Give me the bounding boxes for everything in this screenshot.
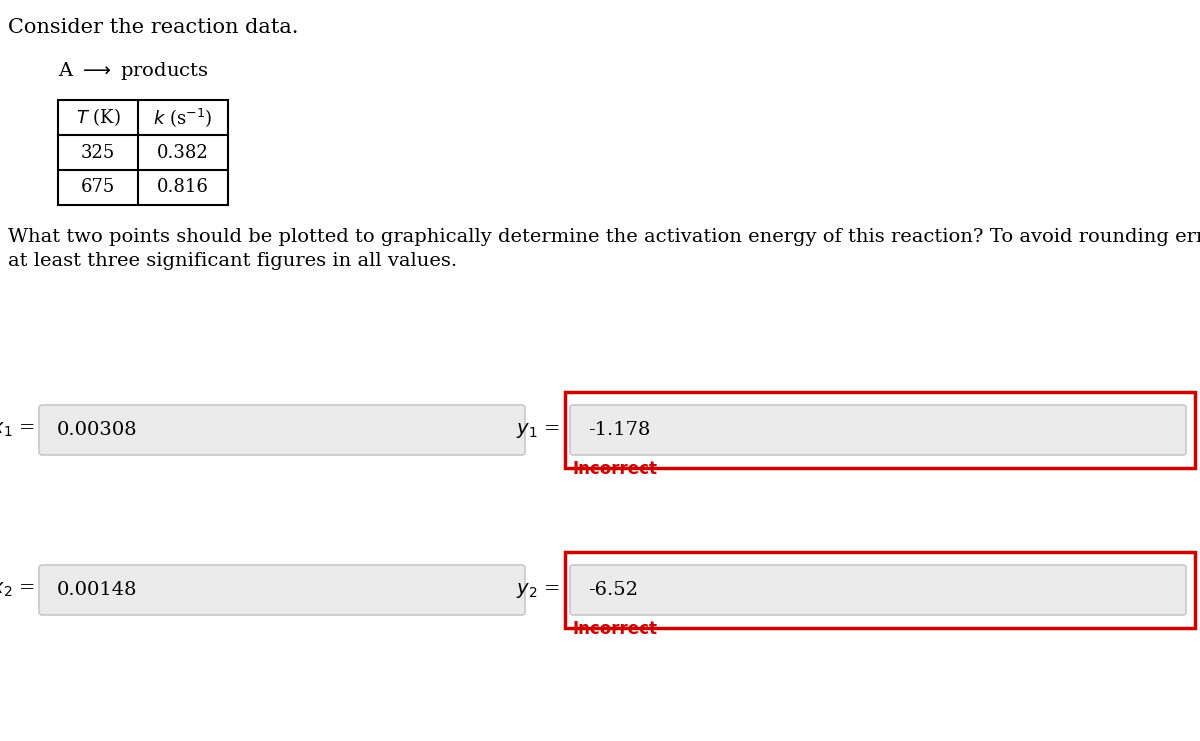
Text: $\mathit{k}$ (s$^{-1}$): $\mathit{k}$ (s$^{-1}$) — [154, 106, 212, 129]
Text: $x_1$ =: $x_1$ = — [0, 421, 35, 439]
Bar — [58, 100, 228, 205]
Bar — [565, 392, 1195, 468]
Text: A $\longrightarrow$ products: A $\longrightarrow$ products — [58, 60, 209, 82]
Text: -1.178: -1.178 — [588, 421, 650, 439]
Text: 0.382: 0.382 — [157, 144, 209, 162]
Text: 0.00308: 0.00308 — [58, 421, 138, 439]
Text: 0.00148: 0.00148 — [58, 581, 138, 599]
Text: $\mathit{T}$ (K): $\mathit{T}$ (K) — [76, 107, 120, 128]
Text: What two points should be plotted to graphically determine the activation energy: What two points should be plotted to gra… — [8, 228, 1200, 246]
Bar — [565, 552, 1195, 628]
Text: Consider the reaction data.: Consider the reaction data. — [8, 18, 299, 37]
Text: 0.816: 0.816 — [157, 179, 209, 196]
FancyBboxPatch shape — [38, 405, 526, 455]
Text: 675: 675 — [80, 179, 115, 196]
Text: -6.52: -6.52 — [588, 581, 638, 599]
FancyBboxPatch shape — [570, 565, 1186, 615]
Text: at least three significant figures in all values.: at least three significant figures in al… — [8, 252, 457, 270]
Text: Incorrect: Incorrect — [574, 620, 658, 638]
Text: Incorrect: Incorrect — [574, 460, 658, 478]
Text: $x_2$ =: $x_2$ = — [0, 581, 35, 599]
Text: $y_2$ =: $y_2$ = — [516, 580, 560, 599]
FancyBboxPatch shape — [570, 405, 1186, 455]
Text: 325: 325 — [80, 144, 115, 162]
FancyBboxPatch shape — [38, 565, 526, 615]
Text: $y_1$ =: $y_1$ = — [516, 420, 560, 439]
